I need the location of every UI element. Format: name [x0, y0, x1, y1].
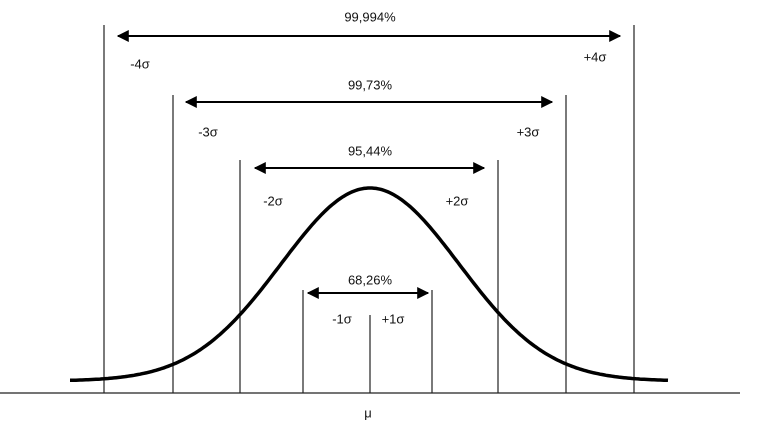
sigma-label: -1σ — [332, 311, 352, 326]
mean-label: μ — [364, 405, 372, 420]
percent-label: 99,73% — [348, 77, 393, 92]
bands: 99,994% -4σ +4σ 99,73% -3σ +3σ 95,44% -2σ +2σ 68,… — [103, 9, 635, 393]
sigma-label: +2σ — [446, 193, 469, 208]
sigma-label: +3σ — [517, 124, 540, 139]
sigma-label: +1σ — [382, 311, 405, 326]
percent-label: 68,26% — [348, 272, 393, 287]
sigma-label: +4σ — [584, 49, 607, 64]
percent-label: 99,994% — [344, 9, 396, 24]
sigma-label: -2σ — [263, 193, 283, 208]
sigma-label: -3σ — [198, 124, 218, 139]
percent-label: 95,44% — [348, 143, 393, 158]
normal-curve — [70, 186, 669, 383]
sigma-label: -4σ — [130, 56, 150, 71]
